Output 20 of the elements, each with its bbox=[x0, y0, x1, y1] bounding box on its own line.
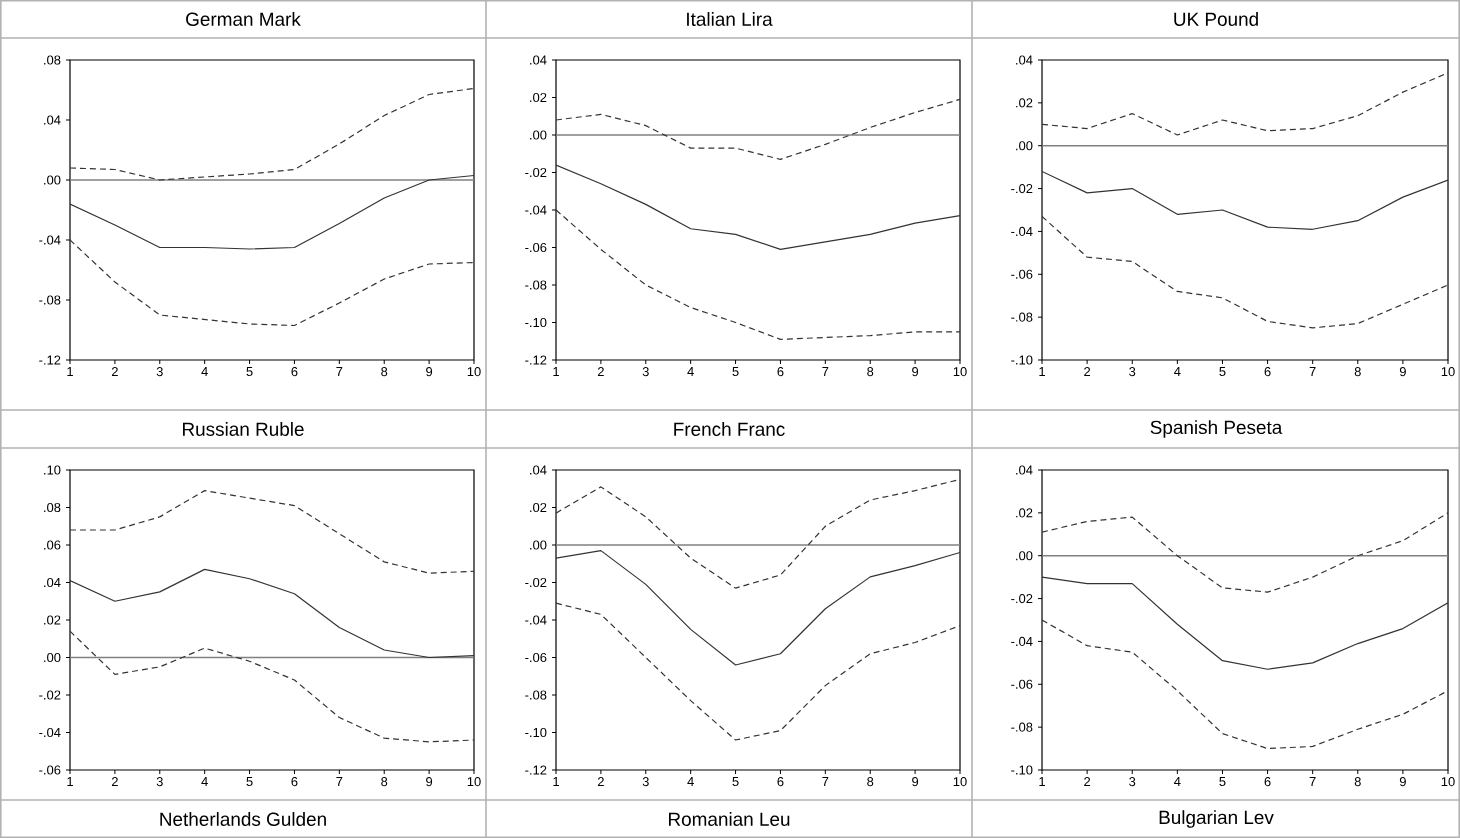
line-series bbox=[1042, 170, 1449, 230]
line-series bbox=[1042, 72, 1449, 136]
text: Bulgarian Lev bbox=[1159, 810, 1274, 828]
line-series bbox=[556, 550, 960, 666]
line-series bbox=[70, 568, 474, 659]
text: Netherlands Gulden bbox=[160, 812, 326, 826]
chart-title: Russian Ruble bbox=[183, 422, 304, 436]
line-series bbox=[556, 478, 960, 589]
line-series bbox=[556, 98, 960, 160]
chart-title: German Mark bbox=[186, 12, 301, 26]
line-series bbox=[70, 630, 474, 743]
chart-title: French Franc bbox=[674, 422, 785, 436]
line-series bbox=[70, 174, 474, 250]
line-series bbox=[1042, 576, 1449, 670]
line-series bbox=[1042, 512, 1449, 593]
text: Romanian Leu bbox=[669, 812, 790, 826]
chart-title: UK Pound bbox=[1174, 12, 1258, 26]
chart-title: Italian Lira bbox=[687, 12, 773, 26]
chart-title: Spanish Peseta bbox=[1150, 420, 1283, 438]
line-series bbox=[1042, 619, 1449, 750]
